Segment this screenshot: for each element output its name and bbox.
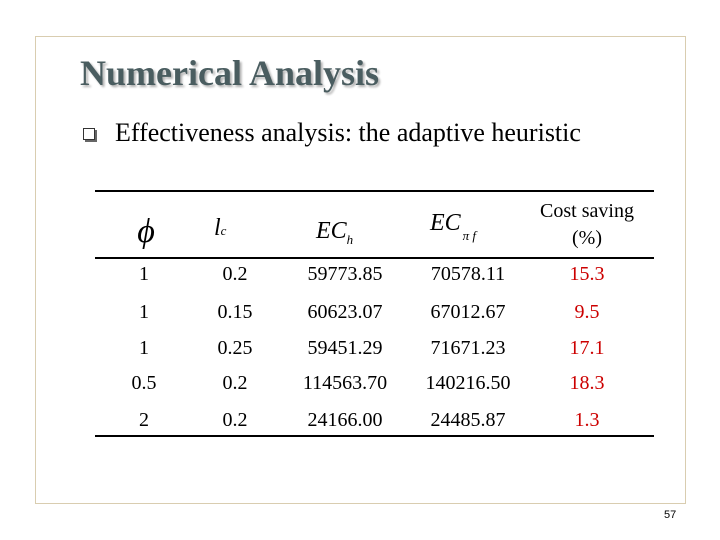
- cell-ecpi: 67012.67: [430, 301, 506, 323]
- cell-lc: 0.2: [222, 409, 248, 431]
- header-ech: ECh: [316, 218, 354, 247]
- page-number: 57: [664, 509, 677, 521]
- cell-saving: 17.1: [569, 337, 605, 359]
- header-cost-saving: Cost saving (%): [540, 200, 634, 249]
- bullet-text: Effectiveness analysis: the adaptive heu…: [115, 118, 581, 147]
- cell-ecpi: 70578.11: [430, 263, 506, 285]
- slide-title: Numerical Analysis: [80, 53, 380, 93]
- cell-lc: 0.15: [217, 301, 253, 323]
- cell-lc: 0.2: [222, 372, 248, 394]
- cell-ech: 60623.07: [307, 301, 383, 323]
- cell-phi: 1: [139, 263, 149, 285]
- cell-ech: 59773.85: [307, 263, 383, 285]
- cell-lc: 0.2: [222, 263, 248, 285]
- cell-saving: 1.3: [574, 409, 600, 431]
- checkbox-bullet-icon: [83, 128, 95, 140]
- cell-ecpi: 24485.87: [430, 409, 506, 431]
- table-bottom-rule: [95, 435, 654, 437]
- cell-saving: 15.3: [569, 263, 605, 285]
- cell-phi: 1: [139, 301, 149, 323]
- header-phi: ϕ: [137, 213, 155, 250]
- cell-phi: 1: [139, 337, 149, 359]
- cell-phi: 0.5: [131, 372, 157, 394]
- cell-phi: 2: [139, 409, 149, 431]
- slide-frame: [35, 36, 686, 504]
- cell-ecpi: 140216.50: [425, 372, 511, 394]
- cell-saving: 18.3: [569, 372, 605, 394]
- cell-lc: 0.25: [217, 337, 253, 359]
- cell-ech: 59451.29: [307, 337, 383, 359]
- header-lc: lc: [214, 215, 227, 241]
- cell-ech: 114563.70: [302, 372, 388, 394]
- header-ecpi: EC π f: [430, 210, 477, 243]
- table-header-rule: [95, 257, 654, 259]
- table-top-rule: [95, 190, 654, 192]
- cell-saving: 9.5: [574, 301, 600, 323]
- cell-ecpi: 71671.23: [430, 337, 506, 359]
- cell-ech: 24166.00: [307, 409, 383, 431]
